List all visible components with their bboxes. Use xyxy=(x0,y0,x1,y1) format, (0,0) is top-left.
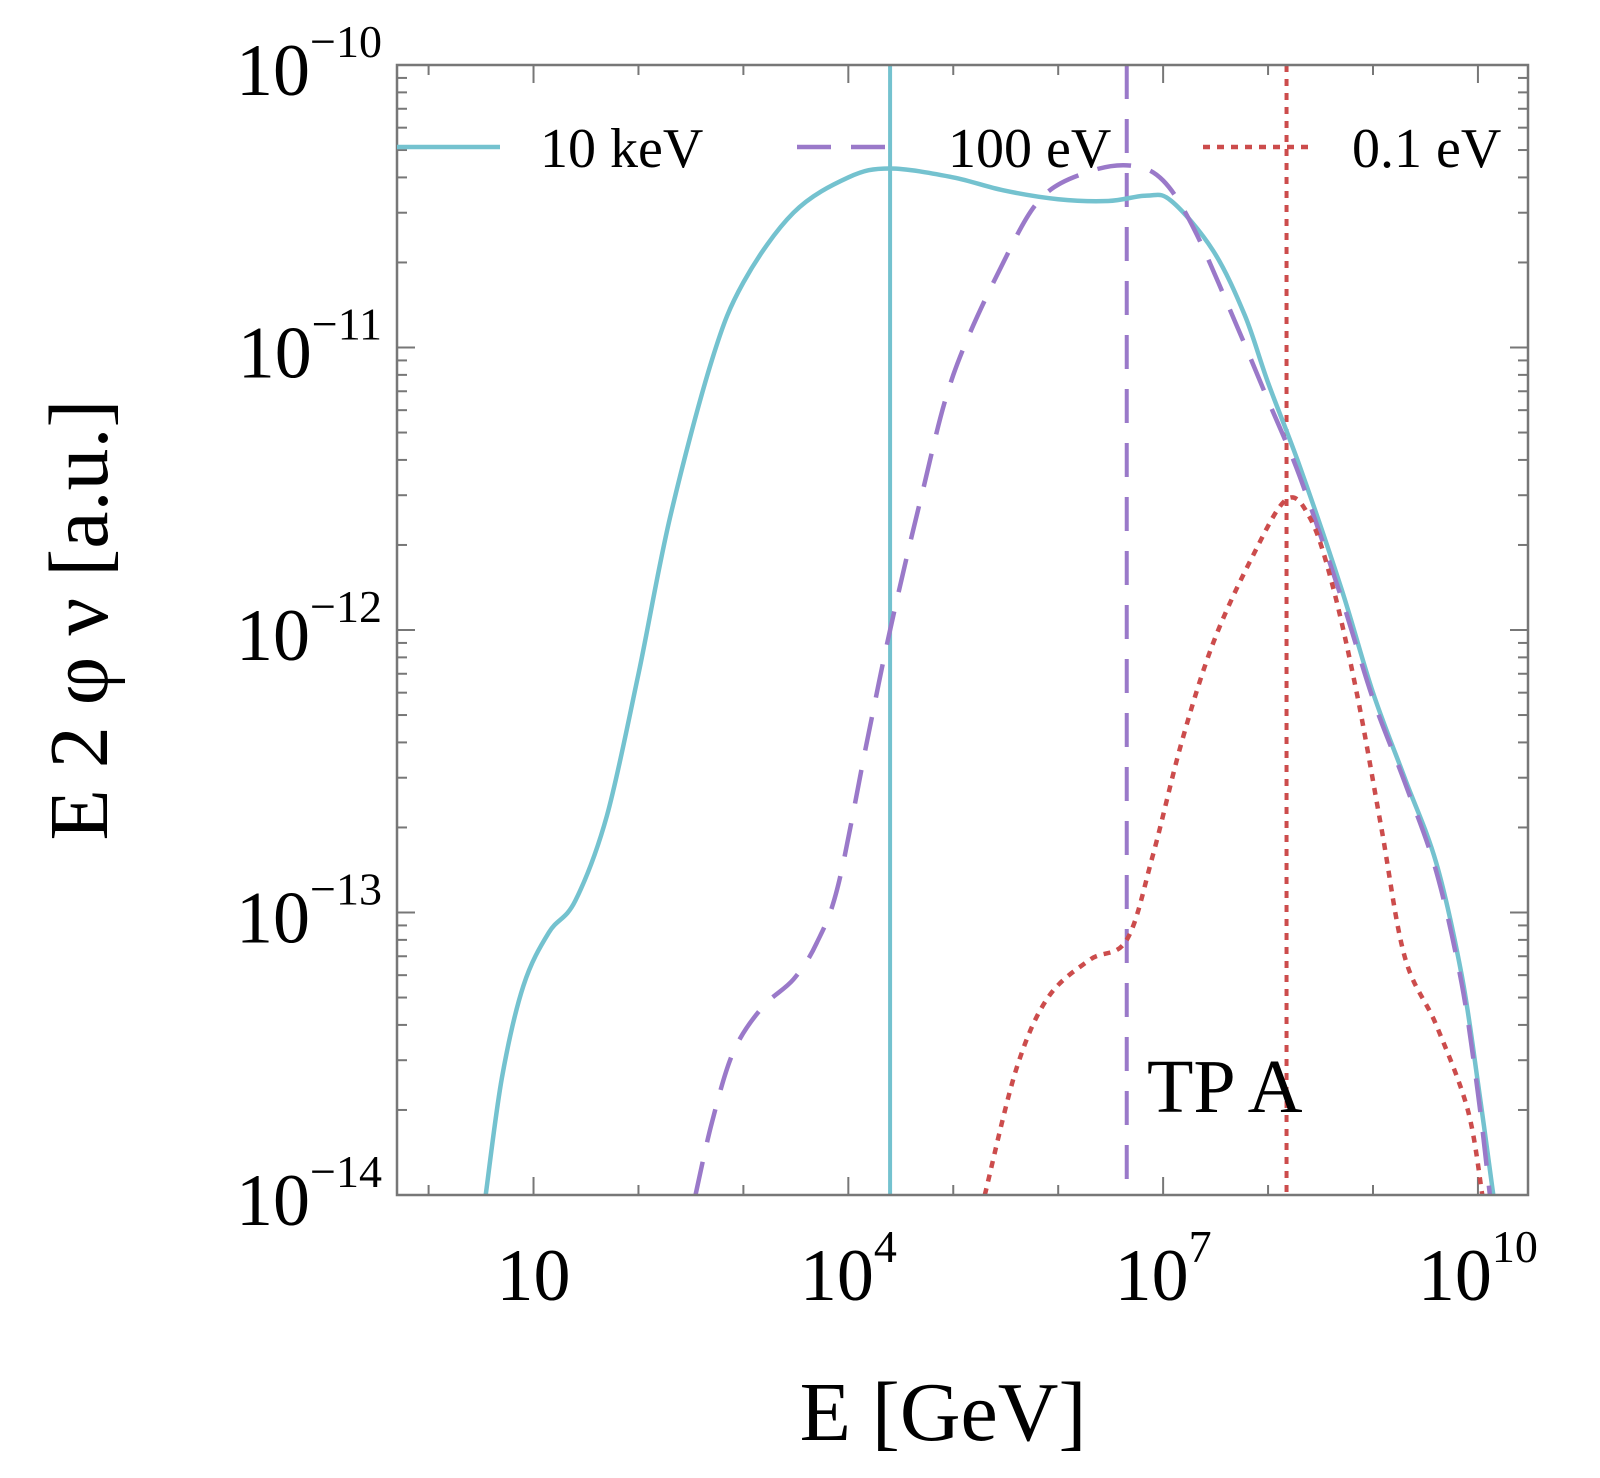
x-tick-label: 1010 xyxy=(1418,1221,1538,1317)
y-tick-label: 10−10 xyxy=(236,16,382,112)
series-line-10-keV xyxy=(483,166,1496,1196)
x-tick-label: 107 xyxy=(1115,1221,1212,1317)
y-tick-label: 10−13 xyxy=(236,864,382,960)
y-tick-label: 10−14 xyxy=(236,1146,382,1242)
y-axis-title: E 2 φ ν [a.u.] xyxy=(33,400,126,841)
marker-lines xyxy=(888,65,1289,1195)
y-axis-tick-labels: 10−10 10−11 10−12 10−13 10−14 xyxy=(236,16,382,1242)
x-tick-label: 104 xyxy=(800,1221,897,1317)
y-tick-label: 10−11 xyxy=(238,299,382,395)
series-lines xyxy=(483,162,1496,1196)
x-axis-title: E [GeV] xyxy=(800,1366,1087,1459)
tick-marks xyxy=(397,64,1528,1196)
legend-label: 10 keV xyxy=(540,118,703,180)
svg-text:E 2 φ ν [a.u.]: E 2 φ ν [a.u.] xyxy=(33,400,126,841)
annotation-label: TP A xyxy=(1147,1045,1303,1129)
series-line-01-eV xyxy=(982,495,1485,1196)
series-line-100-eV xyxy=(693,162,1493,1196)
x-tick-label: 10 xyxy=(497,1235,571,1317)
legend-label: 100 eV xyxy=(948,118,1111,180)
x-axis-tick-labels: 10 104 107 1010 xyxy=(497,1221,1538,1317)
y-tick-label: 10−12 xyxy=(236,581,382,677)
legend-label: 0.1 eV xyxy=(1352,118,1501,180)
legend: 10 keV 100 eV 0.1 eV xyxy=(397,118,1501,180)
plot-frame xyxy=(395,63,1530,1197)
